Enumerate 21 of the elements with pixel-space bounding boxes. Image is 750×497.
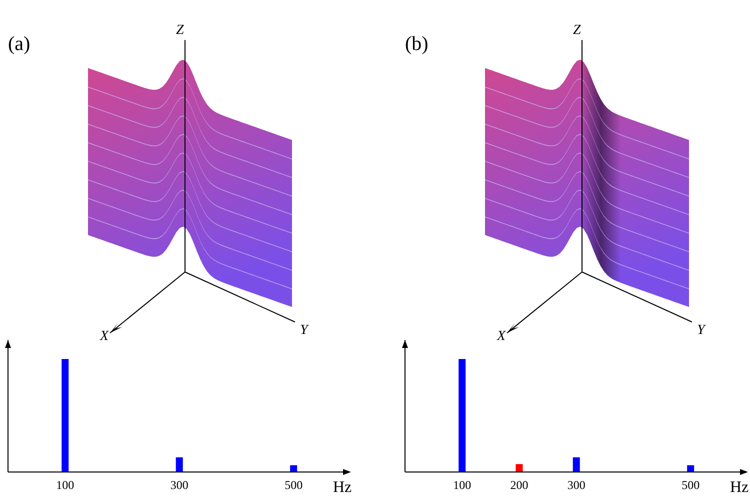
x-tick-label: 500 (682, 478, 700, 492)
x-tick-label: 500 (284, 478, 303, 492)
x-axis-title: Hz (333, 479, 352, 496)
x-tick-label: 100 (56, 478, 74, 492)
text: Z (176, 23, 184, 38)
x-tick-label: 100 (453, 478, 472, 492)
x-axis-title: Hz (730, 479, 749, 496)
x-tick-label: 300 (567, 478, 586, 492)
chart-title: (a) (8, 33, 30, 55)
text: Z (573, 23, 581, 38)
bar (572, 457, 580, 472)
chart-title: (b) (405, 33, 428, 55)
bar (687, 465, 694, 472)
bar (516, 464, 523, 472)
text: X (496, 329, 506, 344)
x-tick-label: 200 (510, 478, 528, 492)
text: X (99, 329, 109, 344)
x-tick-label: 300 (170, 478, 188, 492)
text: Y (300, 323, 310, 338)
bar (458, 359, 466, 472)
text: Y (697, 323, 707, 338)
